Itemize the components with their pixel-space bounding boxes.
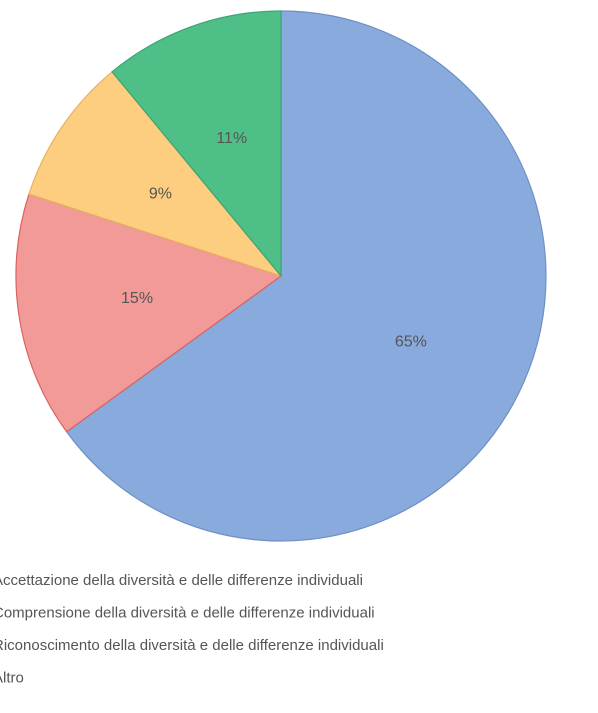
slice-label: 9% — [149, 185, 172, 202]
slice-label: 15% — [121, 290, 153, 307]
pie-slice — [15, 193, 283, 433]
pie-slice — [65, 10, 547, 542]
slice-label: 11% — [216, 130, 247, 147]
legend-label: Comprensione della diversità e delle dif… — [0, 604, 375, 621]
pie-slice — [28, 70, 283, 278]
legend-label: Accettazione della diversità e delle dif… — [0, 572, 363, 589]
legend-label: Riconoscimento della diversità e delle d… — [0, 637, 384, 654]
slice-label: 65% — [395, 333, 427, 350]
legend-label: Altro — [0, 669, 24, 686]
pie-slice — [111, 10, 282, 278]
